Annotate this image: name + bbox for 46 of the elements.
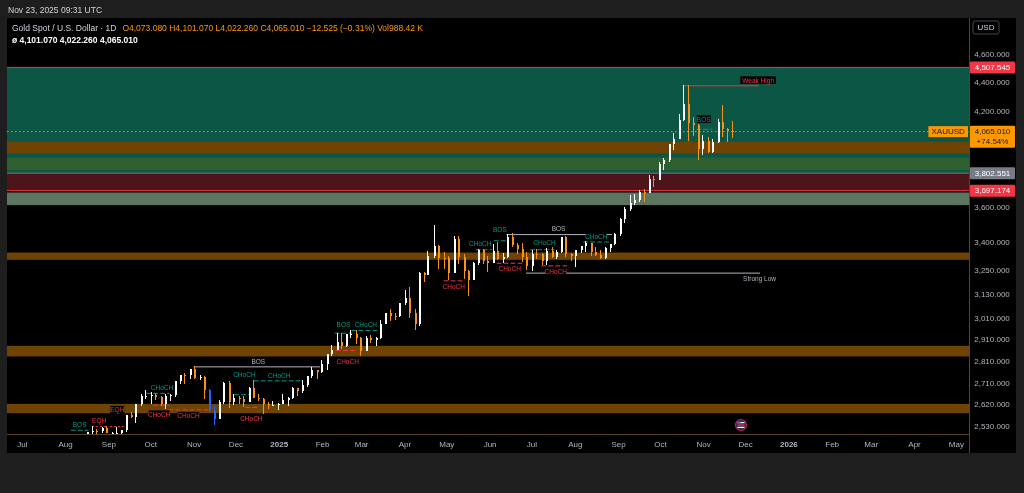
x-tick-label: May: [948, 439, 964, 449]
ref-line-label: 4,065.010 +74.54%: [974, 127, 1011, 147]
x-tick-label: Oct: [144, 439, 158, 449]
text: O4,073.080 H4,101.070 L4,022.260 C4,065.010 −12.525 (−0.31%) Vol988.42 K: [122, 23, 424, 33]
y-axis-title: USD: [977, 23, 995, 32]
text: Nov 23, 2025 09:31 UTC: [8, 5, 103, 15]
y-tick-label: 2,530.000: [974, 422, 1011, 432]
x-tick-label: Jul: [17, 439, 28, 449]
text: Gold Spot / U.S. Dollar · 1D: [12, 23, 117, 33]
y-tick-label: 4,200.000: [974, 106, 1011, 116]
x-tick-label: Sep: [101, 439, 117, 449]
y-tick-label: 3,130.000: [974, 289, 1011, 299]
ref-line-label: 4,507.545: [974, 62, 1011, 72]
annotation: ø 4,101.070 4,022.260 4,065.010: [12, 35, 138, 45]
x-tick-label: Nov: [186, 439, 202, 449]
x-tick-label: Nov: [696, 439, 711, 449]
x-tick-label: Dec: [738, 439, 753, 449]
y-tick-label: 2,710.000: [974, 379, 1011, 389]
x-tick-label: Jun: [483, 439, 497, 449]
x-tick-label: Oct: [654, 439, 668, 449]
x-tick-label: Sep: [611, 439, 627, 449]
x-tick-label: May: [439, 439, 455, 449]
annotation: XAUUSD: [931, 127, 966, 137]
ref-line-label: 3,802.551: [974, 168, 1011, 178]
x-tick-label: Feb: [315, 439, 330, 449]
x-tick-label: Jul: [526, 439, 538, 449]
x-tick-label: 2026: [779, 439, 799, 449]
x-tick-label: Feb: [825, 439, 840, 449]
y-tick-label: 4,400.000: [974, 77, 1011, 87]
y-tick-label: 3,010.000: [974, 314, 1011, 324]
x-tick-label: Dec: [228, 439, 244, 449]
y-tick-label: 2,620.000: [974, 400, 1011, 410]
x-tick-label: 2025: [270, 439, 289, 449]
y-tick-label: 2,910.000: [974, 335, 1011, 345]
y-tick-label: 3,250.000: [974, 266, 1011, 276]
y-tick-label: 4,600.000: [974, 50, 1011, 60]
ref-line-label: 3,697.174: [974, 186, 1011, 196]
x-tick-label: Apr: [908, 439, 922, 449]
x-tick-label: Mar: [864, 439, 879, 449]
x-tick-label: Aug: [58, 439, 73, 449]
x-tick-label: Aug: [568, 439, 583, 449]
x-tick-label: Apr: [398, 439, 412, 449]
x-tick-label: Mar: [354, 439, 369, 449]
y-tick-label: 3,400.000: [974, 238, 1011, 248]
y-tick-label: 3,600.000: [974, 202, 1011, 212]
y-tick-label: 2,810.000: [974, 356, 1011, 366]
